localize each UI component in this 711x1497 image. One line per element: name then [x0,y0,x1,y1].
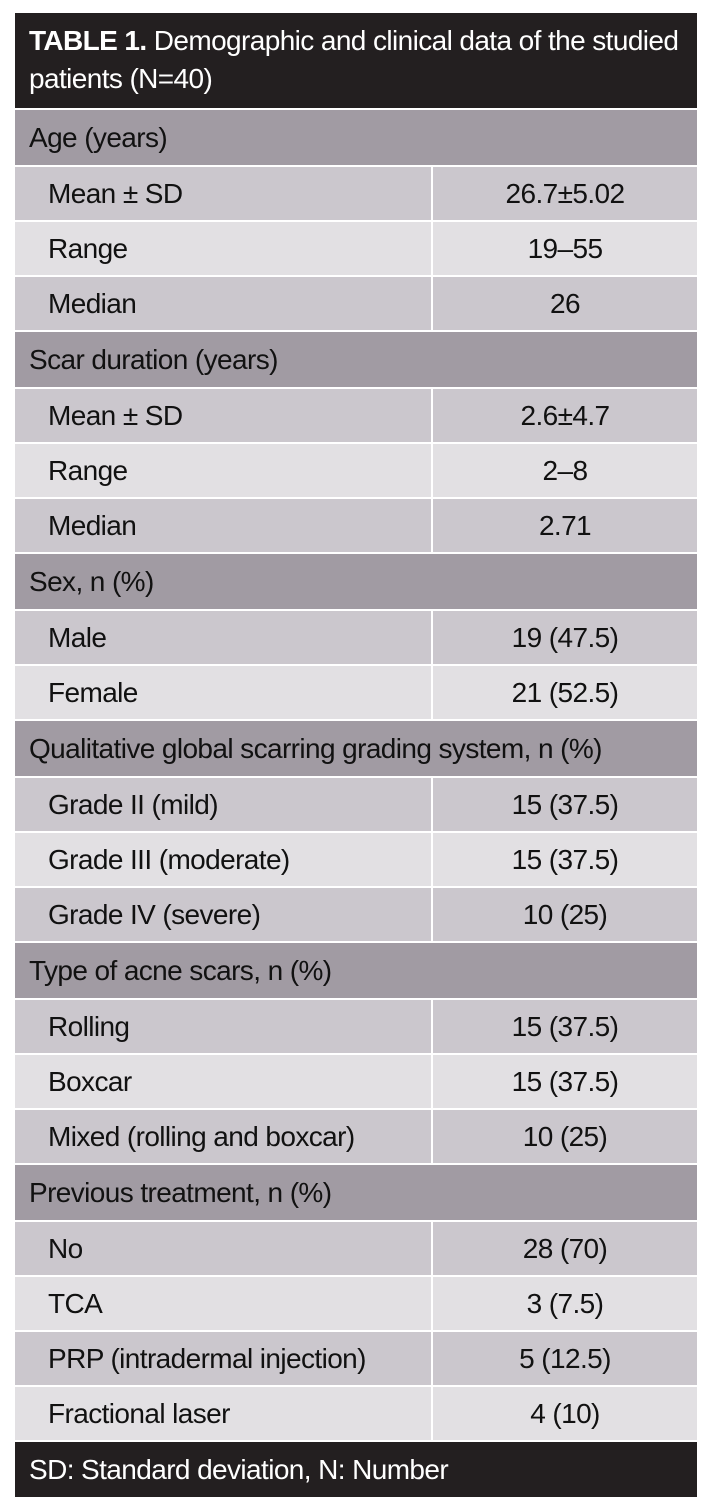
row-value: 21 (52.5) [511,676,619,708]
row-label: No [15,1222,433,1275]
row-value: 19 (47.5) [511,621,619,653]
demographic-table: TABLE 1. Demographic and clinical data o… [15,13,697,1497]
row-value: 26.7±5.02 [505,177,626,209]
table-row: Median 26 [15,275,697,330]
section-header: Age (years) [15,108,697,165]
row-label: Boxcar [15,1055,433,1108]
row-value: 2.6±4.7 [520,399,610,431]
section-header: Qualitative global scarring grading syst… [15,719,697,776]
row-value: 2.71 [538,509,592,541]
row-label: Grade II (mild) [15,778,433,831]
section-header: Type of acne scars, n (%) [15,941,697,998]
table-row: Range 2–8 [15,442,697,497]
table-row: Boxcar 15 (37.5) [15,1053,697,1108]
row-value: 10 (25) [522,898,608,930]
row-value: 15 (37.5) [511,843,619,875]
table-row: TCA 3 (7.5) [15,1275,697,1330]
section-header: Previous treatment, n (%) [15,1163,697,1220]
table-row: Grade II (mild) 15 (37.5) [15,776,697,831]
table-row: Male 19 (47.5) [15,609,697,664]
row-value: 15 (37.5) [511,1065,619,1097]
row-label: Range [15,222,433,275]
row-value: 26 [550,287,581,319]
row-label: PRP (intradermal injection) [15,1332,433,1385]
row-label: Median [15,499,433,552]
table-row: PRP (intradermal injection) 5 (12.5) [15,1330,697,1385]
row-label: Male [15,611,433,664]
row-label: Mixed (rolling and boxcar) [15,1110,433,1163]
table-row: Fractional laser 4 (10) [15,1385,697,1440]
row-label: TCA [15,1277,433,1330]
table-footnote: SD: Standard deviation, N: Number [15,1440,697,1497]
row-value: 10 (25) [522,1120,608,1152]
table-row: Range 19–55 [15,220,697,275]
table-row: Rolling 15 (37.5) [15,998,697,1053]
table-body: Age (years) Mean ± SD 26.7±5.02 Range 19–55 M… [15,108,697,1440]
row-label: Median [15,277,433,330]
row-label: Grade III (moderate) [15,833,433,886]
row-value: 15 (37.5) [511,1010,619,1042]
table-title-text: Demographic and clinical data of the stu… [29,25,679,94]
row-value: 4 (10) [530,1397,600,1429]
row-label: Range [15,444,433,497]
table-row: Median 2.71 [15,497,697,552]
row-value: 5 (12.5) [519,1342,611,1374]
row-label: Female [15,666,433,719]
table-title-label: TABLE 1. [29,25,147,56]
section-header: Scar duration (years) [15,330,697,387]
row-label: Mean ± SD [15,389,433,442]
row-label: Grade IV (severe) [15,888,433,941]
table-row: Mixed (rolling and boxcar) 10 (25) [15,1108,697,1163]
table-row: Grade III (moderate) 15 (37.5) [15,831,697,886]
table-row: Mean ± SD 2.6±4.7 [15,387,697,442]
row-label: Rolling [15,1000,433,1053]
row-value: 19–55 [527,232,603,264]
section-header: Sex, n (%) [15,552,697,609]
table-row: No 28 (70) [15,1220,697,1275]
row-value: 28 (70) [522,1232,608,1264]
row-value: 2–8 [542,454,589,486]
table-row: Grade IV (severe) 10 (25) [15,886,697,941]
row-label: Fractional laser [15,1387,433,1440]
table-row: Mean ± SD 26.7±5.02 [15,165,697,220]
table-title: TABLE 1. Demographic and clinical data o… [15,13,697,108]
row-value: 15 (37.5) [511,788,619,820]
row-label: Mean ± SD [15,167,433,220]
row-value: 3 (7.5) [526,1287,604,1319]
table-row: Female 21 (52.5) [15,664,697,719]
